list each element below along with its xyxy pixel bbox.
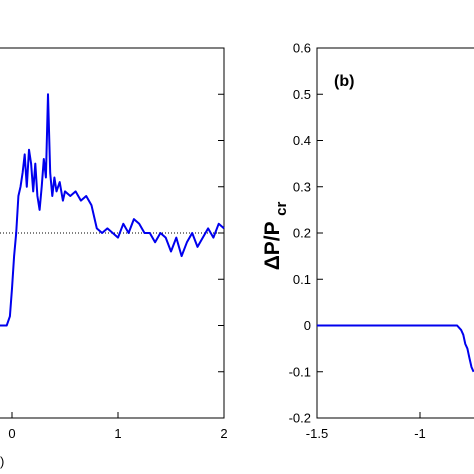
panel-b: -0.2 -0.1 0 0.1 0.2 0.3 0.4 0.5 0.6 -1.5 -1 (b) Δ… — [261, 41, 474, 441]
panel-b-y-tick-label: 0.2 — [293, 226, 311, 241]
panel-b-x-tick-label: -1 — [414, 426, 426, 441]
panel-a-x-axis-label: ) — [0, 454, 4, 469]
panel-a-x-tick-label: 0 — [8, 426, 15, 441]
panel-b-x-tick-label: -1.5 — [306, 426, 328, 441]
panel-b-y-tick-label: 0.1 — [293, 272, 311, 287]
panel-a-x-tick-label: 2 — [220, 426, 227, 441]
panel-b-x-tick-labels: -1.5 -1 — [306, 426, 426, 441]
panel-a-series-line — [0, 93, 225, 327]
panel-b-ticks — [316, 47, 421, 419]
y-axis-label-main: ΔP/P — [261, 221, 284, 270]
panel-b-y-tick-label: 0.3 — [293, 179, 311, 194]
panel-b-y-tick-label: -0.1 — [289, 364, 311, 379]
y-axis-label-subscript: cr — [273, 202, 290, 216]
panel-a-ticks — [11, 47, 225, 419]
panel-b-y-tick-label: -0.2 — [289, 411, 311, 426]
panel-b-label: (b) — [334, 73, 354, 90]
panel-a-x-tick-labels: 0 1 2 — [8, 426, 227, 441]
svg-text:ΔP/P cr: ΔP/P cr — [261, 202, 290, 271]
panel-b-y-tick-label: 0.4 — [293, 133, 311, 148]
panel-a-x-tick-label: 1 — [114, 426, 121, 441]
panel-b-series-line — [317, 324, 474, 373]
panel-b-y-tick-label: 0.6 — [293, 41, 311, 56]
panel-b-y-tick-labels: -0.2 -0.1 0 0.1 0.2 0.3 0.4 0.5 0.6 — [289, 41, 311, 426]
panel-b-y-tick-label: 0 — [304, 318, 311, 333]
panel-b-frame — [316, 47, 474, 419]
panel-b-y-tick-label: 0.5 — [293, 87, 311, 102]
panel-b-y-axis-label: ΔP/P cr — [261, 202, 290, 271]
panel-a: 0 1 2 ) — [0, 47, 228, 469]
